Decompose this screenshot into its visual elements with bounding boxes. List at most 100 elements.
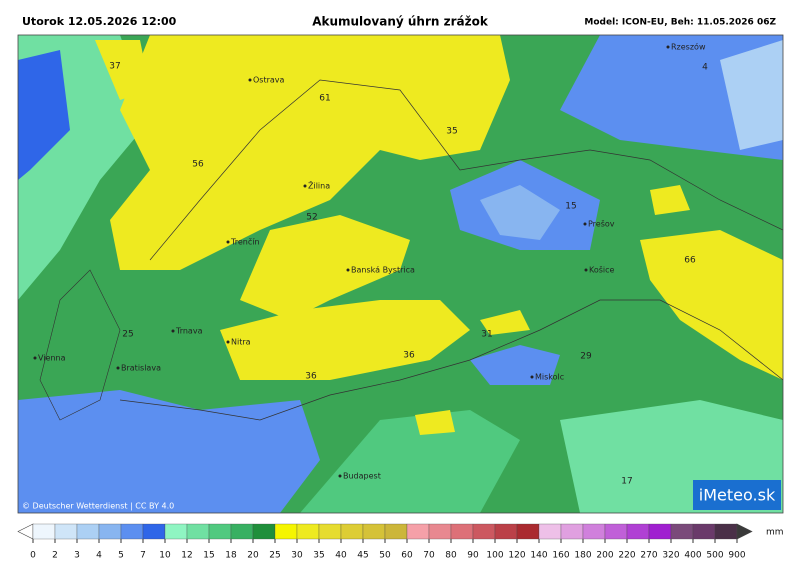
logo-box (693, 480, 781, 510)
legend-over (736, 523, 753, 540)
legend-swatch (472, 523, 496, 540)
city-label: Banská Bystrica (351, 266, 415, 275)
legend-swatch (120, 523, 144, 540)
city-dot (171, 329, 175, 333)
legend-swatch (98, 523, 122, 540)
legend-tick-label: 30 (291, 551, 303, 561)
precip-value: 25 (122, 330, 133, 340)
legend-unit: mm (766, 528, 784, 538)
model-run: Model: ICON-EU, Beh: 11.05.2026 06Z (584, 18, 776, 28)
legend-swatch (626, 523, 650, 540)
city-dot (303, 184, 307, 188)
map-frame (17, 34, 784, 514)
legend-swatch (296, 523, 320, 540)
legend-tick-label: 35 (313, 551, 324, 561)
legend-swatch (648, 523, 672, 540)
precip-value: 52 (306, 213, 317, 223)
legend-swatch (142, 523, 166, 540)
legend-swatch (54, 523, 78, 540)
city-dot (226, 340, 230, 344)
legend-tick-label: 5 (118, 551, 124, 561)
precip-value: 37 (109, 62, 120, 72)
legend-tick-label: 12 (181, 551, 192, 561)
legend-tick-label: 100 (486, 551, 503, 561)
precip-value: 31 (481, 330, 492, 340)
legend-swatch (604, 523, 628, 540)
legend-tick-label: 20 (247, 551, 259, 561)
city-dot (666, 45, 670, 49)
city-label: Prešov (588, 219, 615, 229)
legend-swatch (450, 523, 474, 540)
city-label: Bratislava (121, 364, 161, 373)
legend-swatch (76, 523, 100, 540)
valid-time: Utorok 12.05.2026 12:00 (22, 15, 177, 28)
legend-tick-label: 7 (140, 551, 146, 561)
legend-swatch (428, 523, 452, 540)
city-label: Budapest (343, 472, 381, 481)
legend-tick-label: 70 (423, 551, 435, 561)
precip-value: 36 (305, 372, 317, 382)
city-dot (338, 474, 342, 478)
city-label: Trnava (175, 327, 203, 336)
legend-swatch (384, 523, 408, 540)
legend-swatch (406, 523, 430, 540)
city-label: Ostrava (253, 76, 285, 85)
legend-swatch (208, 523, 232, 540)
legend-tick-label: 180 (574, 551, 591, 561)
legend-tick-label: 400 (684, 551, 701, 561)
city-dot (33, 356, 37, 360)
legend-tick-label: 140 (530, 551, 547, 561)
city-label: Vienna (38, 354, 66, 363)
legend-tick-label: 160 (552, 551, 569, 561)
legend-swatch (274, 523, 298, 540)
legend-tick-label: 80 (445, 551, 457, 561)
title: Akumulovaný úhrn zrážok (312, 15, 489, 29)
city-dot (226, 240, 230, 244)
precip-value: 17 (621, 477, 632, 487)
legend-tick-label: 2 (52, 551, 58, 561)
legend-swatch (32, 523, 56, 540)
legend-tick-label: 90 (467, 551, 479, 561)
legend-swatch (560, 523, 584, 540)
legend-tick-label: 500 (706, 551, 723, 561)
legend-tick-label: 270 (640, 551, 657, 561)
legend-swatch (362, 523, 386, 540)
precip-value: 15 (565, 202, 576, 212)
legend-swatch (186, 523, 210, 540)
attribution: © Deutscher Wetterdienst | CC BY 4.0 (22, 502, 174, 511)
city-dot (530, 375, 534, 379)
legend-tick-label: 45 (357, 551, 368, 561)
precip-value: 29 (580, 352, 592, 362)
legend-swatch (164, 523, 188, 540)
city-label: Košice (589, 265, 615, 275)
legend-tick-label: 50 (379, 551, 391, 561)
legend-swatch (516, 523, 540, 540)
legend-swatch (692, 523, 716, 540)
legend-tick-label: 3 (74, 551, 80, 561)
legend-tick-label: 18 (225, 551, 237, 561)
legend-under (17, 523, 34, 540)
precip-value: 4 (702, 63, 708, 73)
precip-value: 36 (403, 351, 415, 361)
logo: iMeteo.sk (699, 486, 776, 505)
city-dot (584, 268, 588, 272)
city-label: Nitra (231, 338, 251, 347)
legend-tick-label: 200 (596, 551, 613, 561)
legend-swatch (318, 523, 342, 540)
legend-tick-label: 900 (728, 551, 745, 561)
legend-tick-label: 0 (30, 551, 36, 561)
legend-swatch (538, 523, 562, 540)
legend-tick-label: 220 (618, 551, 635, 561)
city-label: Žilina (308, 180, 330, 191)
legend-tick-label: 60 (401, 551, 413, 561)
legend-tick-label: 4 (96, 551, 102, 561)
city-dot (346, 268, 350, 272)
legend-tick-label: 320 (662, 551, 679, 561)
legend-tick-label: 40 (335, 551, 347, 561)
city-label: Rzeszów (671, 42, 706, 52)
precip-value: 56 (192, 160, 204, 170)
city-label: Trenčín (230, 237, 260, 247)
city-dot (116, 366, 120, 370)
precip-value: 35 (446, 127, 457, 137)
